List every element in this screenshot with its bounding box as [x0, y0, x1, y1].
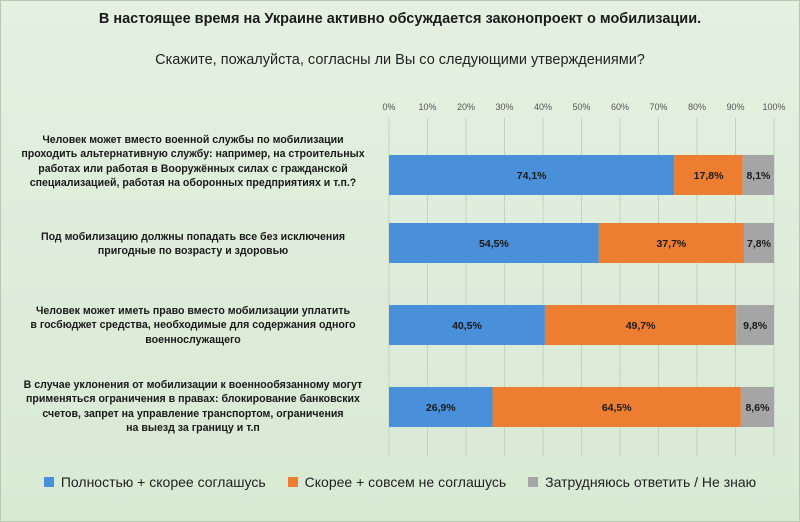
legend-label-disagree: Скорее + совсем не соглашусь — [304, 474, 507, 490]
x-tick-label: 20% — [457, 102, 475, 112]
bar-agree-1 — [389, 155, 675, 195]
bar-dont-know-4 — [740, 387, 774, 427]
legend-label-dont-know: Затрудняюсь ответить / Не знаю — [545, 474, 757, 490]
data-label-dont-know-1: 8,1% — [746, 170, 771, 182]
data-label-disagree-1: 17,8% — [694, 170, 724, 182]
data-label-agree-1: 74,1% — [517, 170, 547, 182]
category-label-line: военнослужащего — [145, 333, 241, 346]
x-tick-label: 80% — [688, 102, 706, 112]
data-label-disagree-2: 37,7% — [657, 238, 687, 250]
category-label-line: счетов, запрет на управление транспортом… — [42, 407, 344, 420]
x-tick-label: 0% — [382, 102, 395, 112]
category-label-3: Человек может иметь право вместо мобилиз… — [8, 304, 378, 347]
chart-title: В настоящее время на Украине активно обс… — [98, 11, 702, 27]
x-tick-label: 70% — [649, 102, 667, 112]
category-label-line: Под мобилизацию должны попадать все без … — [40, 231, 346, 243]
bar-disagree-2 — [598, 223, 744, 263]
bar-dont-know-2 — [743, 223, 774, 263]
data-label-agree-2: 54,5% — [479, 238, 509, 250]
category-label-line: в госбюджет средства, необходимые для со… — [30, 319, 356, 332]
category-label-1: Человек может вместо военной службы по м… — [8, 133, 378, 191]
category-label-line: В случае уклонения от мобилизации к воен… — [23, 379, 363, 391]
data-label-disagree-3: 49,7% — [626, 320, 656, 332]
bar-agree-2 — [389, 223, 599, 263]
category-label-line: применяться ограничения в правах: блокир… — [26, 393, 360, 406]
x-tick-label: 100% — [762, 102, 785, 112]
legend-swatch-agree — [43, 477, 54, 487]
chart-legend: Полностью + скорее соглашусь Скорее + со… — [0, 474, 800, 490]
bar-disagree-1 — [674, 155, 743, 195]
bar-agree-3 — [389, 305, 545, 345]
x-tick-label: 60% — [611, 102, 629, 112]
category-label-line: Человек может вместо военной службы по м… — [42, 134, 344, 146]
legend-label-agree: Полностью + скорее соглашусь — [60, 474, 266, 490]
legend-item-dont-know: Затрудняюсь ответить / Не знаю — [528, 474, 756, 490]
chart-subtitle: Скажите, пожалуйста, согласны ли Вы со с… — [155, 52, 645, 68]
x-tick-label: 50% — [572, 102, 590, 112]
category-label-line: проходить альтернативную службу: наприме… — [21, 148, 365, 161]
data-label-dont-know-2: 7,8% — [747, 238, 772, 250]
x-tick-label: 30% — [495, 102, 513, 112]
category-label-2: Под мобилизацию должны попадать все без … — [8, 230, 378, 259]
data-label-agree-4: 26,9% — [426, 402, 456, 414]
data-label-agree-3: 40,5% — [452, 320, 482, 332]
category-label-4: В случае уклонения от мобилизации к воен… — [8, 378, 378, 436]
bar-dont-know-1 — [742, 155, 774, 195]
data-label-dont-know-3: 9,8% — [743, 320, 768, 332]
bar-disagree-3 — [544, 305, 737, 345]
category-label-line: работах или работая в Вооружённых силах … — [38, 162, 348, 175]
category-label-line: специализацией, работая на оборонных пре… — [29, 177, 357, 190]
bar-agree-4 — [389, 387, 493, 427]
x-tick-label: 90% — [726, 102, 744, 112]
x-tick-label: 10% — [418, 102, 436, 112]
x-tick-label: 40% — [534, 102, 552, 112]
data-label-disagree-4: 64,5% — [602, 402, 632, 414]
legend-swatch-disagree — [287, 477, 298, 487]
legend-item-agree: Полностью + скорее соглашусь — [43, 474, 266, 490]
bar-disagree-4 — [492, 387, 741, 427]
bar-dont-know-3 — [736, 305, 774, 345]
data-label-dont-know-4: 8,6% — [745, 402, 770, 414]
category-label-line: Человек может иметь право вместо мобилиз… — [35, 305, 351, 317]
category-label-line: пригодные по возрасту и здоровью — [97, 245, 289, 258]
legend-item-disagree: Скорее + совсем не соглашусь — [287, 474, 507, 490]
legend-swatch-dont-know — [528, 477, 539, 487]
category-label-line: на выезд за границу и т.п — [126, 422, 260, 435]
